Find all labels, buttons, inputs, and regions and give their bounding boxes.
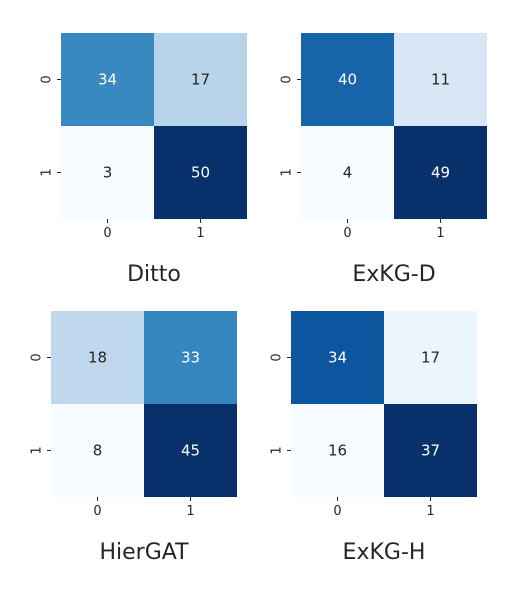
x-tick-label: 1	[186, 504, 194, 519]
y-tick-label: 0	[270, 353, 285, 361]
heatmap-panel-2: 40 11 4 49 0 1 0 1 ExKG-D	[280, 33, 487, 287]
chart-title: Ditto	[127, 262, 181, 287]
cell-value-label: 50	[191, 164, 210, 182]
x-tick-label: 0	[93, 504, 101, 519]
cell-value-label: 34	[98, 71, 117, 89]
x-tick-label: 1	[196, 226, 204, 241]
y-tick-label: 0	[280, 75, 295, 83]
heatmap-panel-1: 34 17 3 50 0 1 0 1 Ditto	[40, 33, 247, 287]
heatmap-cell	[61, 126, 154, 219]
heatmap-cell	[291, 404, 384, 497]
cell-value-label: 33	[181, 349, 200, 367]
heatmap-cell	[394, 126, 487, 219]
heatmap-cell	[394, 33, 487, 126]
y-tick-label: 1	[270, 446, 285, 454]
cell-value-label: 17	[421, 349, 440, 367]
chart-title: ExKG-H	[343, 540, 426, 565]
cell-value-label: 45	[181, 442, 200, 460]
y-tick-label: 0	[40, 75, 55, 83]
cell-value-label: 34	[328, 349, 347, 367]
x-tick-label: 0	[333, 504, 341, 519]
cell-value-label: 18	[88, 349, 107, 367]
heatmap-cell	[51, 311, 144, 404]
heatmap-cell	[301, 33, 394, 126]
x-tick-label: 0	[103, 226, 111, 241]
x-tick-label: 0	[343, 226, 351, 241]
cell-value-label: 37	[421, 442, 440, 460]
heatmap-cell	[61, 33, 154, 126]
cell-value-label: 8	[93, 442, 103, 460]
heatmap-cell	[291, 311, 384, 404]
chart-title: HierGAT	[99, 540, 189, 565]
y-tick-label: 1	[30, 446, 45, 454]
cell-value-label: 3	[103, 164, 113, 182]
x-tick-label: 1	[426, 504, 434, 519]
heatmap-cell	[154, 126, 247, 219]
heatmap-cell	[384, 404, 477, 497]
chart-title: ExKG-D	[352, 262, 435, 287]
y-tick-label: 1	[280, 168, 295, 176]
cell-value-label: 49	[431, 164, 450, 182]
cell-value-label: 4	[343, 164, 353, 182]
y-tick-label: 0	[30, 353, 45, 361]
heatmap-cell	[144, 404, 237, 497]
heatmap-cell	[51, 404, 144, 497]
cell-value-label: 11	[431, 71, 450, 89]
heatmap-cell	[301, 126, 394, 219]
y-tick-label: 1	[40, 168, 55, 176]
heatmap-cell	[154, 33, 247, 126]
cell-value-label: 16	[328, 442, 347, 460]
heatmap-cell	[144, 311, 237, 404]
cell-value-label: 40	[338, 71, 357, 89]
heatmap-panel-4: 34 17 16 37 0 1 0 1 ExKG-H	[270, 311, 477, 565]
heatmap-panel-3: 18 33 8 45 0 1 0 1 HierGAT	[30, 311, 237, 565]
x-tick-label: 1	[436, 226, 444, 241]
cell-value-label: 17	[191, 71, 210, 89]
heatmap-cell	[384, 311, 477, 404]
